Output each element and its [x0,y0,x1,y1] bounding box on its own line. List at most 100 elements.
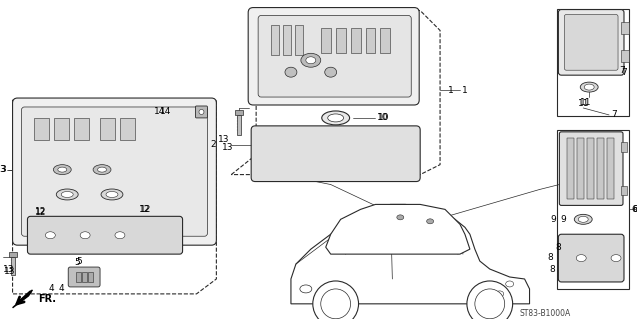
Bar [366,28,375,53]
Bar [295,26,303,55]
FancyBboxPatch shape [559,10,624,75]
Text: 7: 7 [621,68,627,77]
Ellipse shape [611,255,621,261]
Text: 4: 4 [48,284,54,293]
FancyBboxPatch shape [196,106,208,118]
Text: 13: 13 [218,135,229,144]
Bar [11,257,15,275]
Ellipse shape [327,114,343,122]
Bar [621,22,629,35]
Bar [54,118,69,140]
Bar [577,138,584,199]
Polygon shape [231,11,440,175]
Bar [88,272,93,282]
Ellipse shape [575,214,592,224]
Ellipse shape [325,67,337,77]
Polygon shape [13,100,217,294]
Text: 5: 5 [74,258,80,267]
Text: 3: 3 [0,165,6,174]
Text: 12: 12 [139,205,150,214]
Text: 14: 14 [161,108,171,116]
Text: 9: 9 [561,215,566,224]
Text: 12: 12 [35,207,47,216]
Text: 6: 6 [631,205,637,214]
Bar [607,138,614,199]
Text: 10: 10 [378,113,389,123]
FancyBboxPatch shape [251,126,420,181]
Text: 2: 2 [211,140,217,149]
Ellipse shape [115,232,125,239]
Ellipse shape [580,82,598,92]
Text: 13: 13 [4,267,15,276]
Bar [557,130,629,289]
Polygon shape [13,290,32,308]
Bar [34,118,49,140]
Ellipse shape [199,109,204,115]
Ellipse shape [80,232,90,239]
Bar [568,138,575,199]
Polygon shape [326,204,470,254]
Ellipse shape [58,167,67,172]
Text: 7: 7 [611,110,617,119]
Ellipse shape [427,219,434,224]
Text: 1: 1 [448,85,454,95]
Bar [237,115,241,135]
Ellipse shape [101,189,123,200]
Ellipse shape [578,216,588,222]
Bar [621,50,629,62]
Ellipse shape [584,84,594,90]
Bar [557,9,629,116]
Text: ST83-B1000A: ST83-B1000A [520,309,571,318]
Ellipse shape [106,191,118,197]
Text: 12: 12 [35,208,47,217]
FancyBboxPatch shape [68,267,100,287]
Ellipse shape [313,281,359,320]
Ellipse shape [56,189,78,200]
Text: 4: 4 [59,284,64,293]
Ellipse shape [397,215,404,220]
Bar [336,28,346,53]
Text: 7: 7 [619,66,625,75]
Bar [76,272,81,282]
Bar [82,272,87,282]
Bar [380,28,390,53]
Ellipse shape [322,111,350,125]
Text: 5: 5 [76,257,82,266]
Text: 3: 3 [0,165,4,174]
Ellipse shape [306,57,316,64]
Bar [100,118,115,140]
Bar [621,186,627,196]
Bar [74,118,89,140]
Ellipse shape [475,289,505,319]
Ellipse shape [97,167,106,172]
Bar [350,28,361,53]
Ellipse shape [285,67,297,77]
Text: 14: 14 [154,108,166,116]
Text: 13: 13 [3,265,14,274]
FancyBboxPatch shape [258,15,412,97]
FancyBboxPatch shape [27,216,183,254]
Text: 1: 1 [462,85,468,95]
Text: 12: 12 [140,205,151,214]
Bar [597,138,604,199]
Ellipse shape [496,291,504,297]
Ellipse shape [321,289,350,319]
Ellipse shape [467,281,513,320]
Polygon shape [291,204,529,304]
FancyBboxPatch shape [559,132,623,205]
Ellipse shape [93,165,111,175]
Text: 10: 10 [378,113,390,123]
Ellipse shape [61,191,73,197]
Text: 6: 6 [632,205,637,214]
Text: 9: 9 [550,215,556,224]
Text: 11: 11 [578,99,589,108]
Ellipse shape [301,53,321,67]
Text: 11: 11 [580,98,591,107]
Bar [8,252,17,257]
FancyBboxPatch shape [13,98,217,245]
Ellipse shape [576,255,586,261]
Bar [120,118,135,140]
Bar [283,26,291,55]
Bar [271,26,279,55]
Text: FR.: FR. [38,294,57,304]
